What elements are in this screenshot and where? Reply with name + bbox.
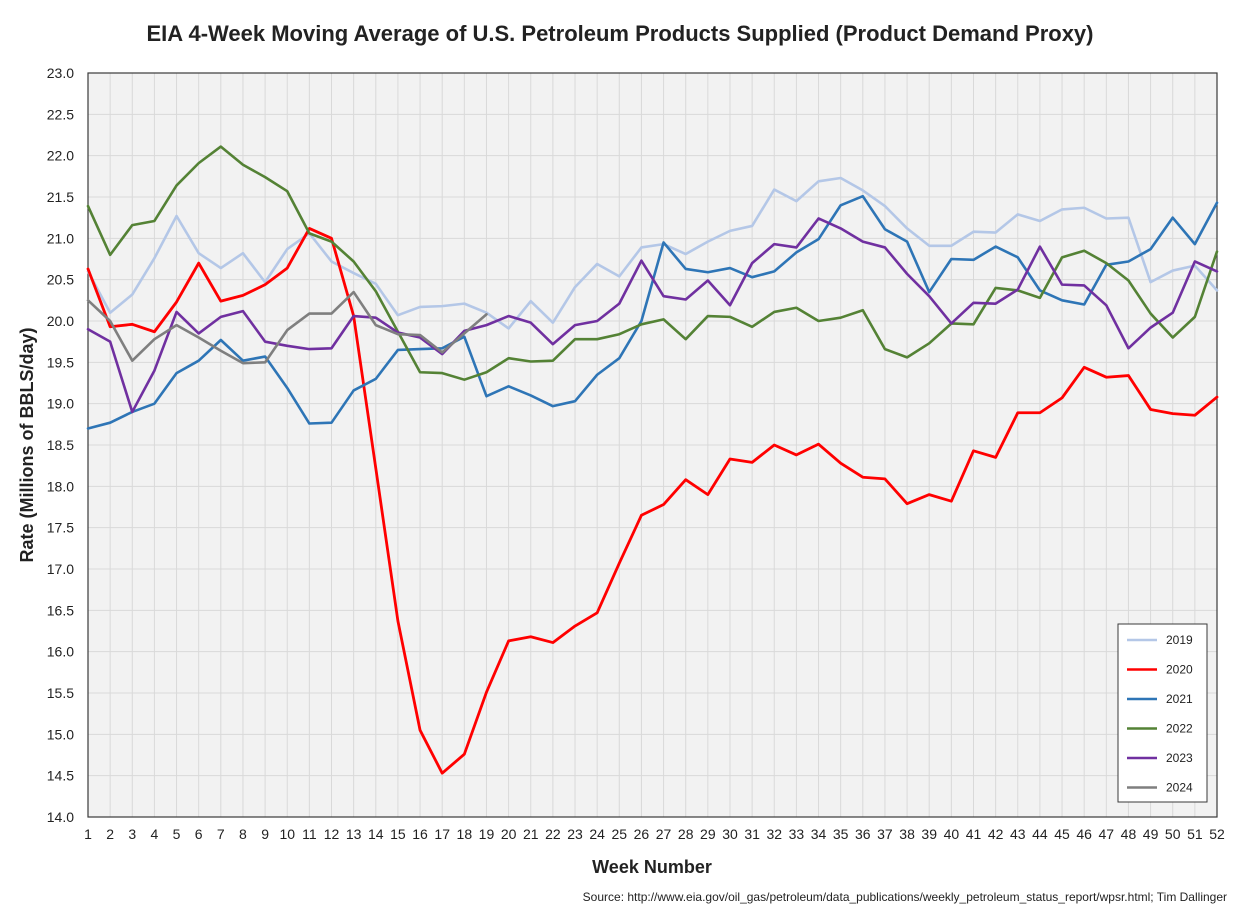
x-tick-label: 36 (855, 826, 871, 842)
series-lines (86, 145, 1219, 775)
legend-label-2021: 2021 (1166, 692, 1193, 706)
y-tick-label: 22.0 (47, 148, 74, 164)
y-tick-label: 18.0 (47, 478, 74, 494)
x-tick-label: 32 (766, 826, 782, 842)
legend-box (1117, 623, 1208, 803)
x-tick-label: 6 (195, 826, 203, 842)
x-tick-label: 9 (261, 826, 269, 842)
x-tick-label: 31 (744, 826, 760, 842)
y-axis-title: Rate (Millions of BBLS/day) (17, 327, 37, 562)
y-tick-label: 22.5 (47, 106, 74, 122)
x-tick-label: 39 (921, 826, 937, 842)
legend-label-2024: 2024 (1166, 781, 1193, 795)
y-tick-label: 16.5 (47, 602, 74, 618)
x-tick-label: 44 (1032, 826, 1048, 842)
x-tick-label: 19 (479, 826, 495, 842)
x-tick-label: 11 (302, 826, 317, 842)
x-tick-label: 20 (501, 826, 517, 842)
x-tick-label: 45 (1054, 826, 1070, 842)
y-tick-label: 19.0 (47, 396, 74, 412)
x-tick-label: 33 (789, 826, 805, 842)
x-tick-label: 13 (346, 826, 362, 842)
x-tick-label: 38 (899, 826, 915, 842)
x-tick-label: 26 (634, 826, 650, 842)
x-axis-title: Week Number (592, 857, 712, 877)
x-tick-label: 35 (833, 826, 849, 842)
series-line-2021 (86, 194, 1219, 430)
x-tick-label: 49 (1143, 826, 1159, 842)
series-line-2020 (86, 227, 1219, 775)
x-tick-label: 4 (151, 826, 159, 842)
y-axis-ticks: 14.0 14.5 15.0 15.5 16.0 16.5 17.0 17.5 18.0 18.5… (47, 65, 74, 825)
chart-title: EIA 4-Week Moving Average of U.S. Petrol… (147, 21, 1094, 46)
x-tick-label: 28 (678, 826, 694, 842)
x-tick-label: 15 (390, 826, 406, 842)
y-tick-label: 16.0 (47, 644, 74, 660)
y-tick-label: 23.0 (47, 65, 74, 81)
y-tick-label: 17.0 (47, 561, 74, 577)
legend-label-2019: 2019 (1166, 633, 1193, 647)
x-tick-label: 18 (457, 826, 473, 842)
x-tick-label: 50 (1165, 826, 1181, 842)
x-tick-label: 48 (1121, 826, 1137, 842)
x-tick-label: 10 (279, 826, 295, 842)
x-tick-label: 47 (1099, 826, 1115, 842)
x-tick-label: 23 (567, 826, 583, 842)
x-tick-label: 27 (656, 826, 672, 842)
x-tick-label: 2 (106, 826, 114, 842)
y-tick-label: 20.5 (47, 272, 74, 288)
x-tick-label: 14 (368, 826, 384, 842)
x-axis-ticks: 1 2 3 4 5 6 7 8 9 10 11 12 13 14 15 16 17 18 19 20 21 22 23 24 2… (84, 826, 1225, 842)
y-tick-label: 21.0 (47, 230, 74, 246)
x-tick-label: 22 (545, 826, 561, 842)
x-tick-label: 37 (877, 826, 893, 842)
x-tick-label: 34 (811, 826, 827, 842)
legend: 2019 2020 2021 2022 2023 2024 (1117, 623, 1208, 803)
x-tick-label: 16 (412, 826, 428, 842)
x-tick-label: 25 (612, 826, 628, 842)
x-tick-label: 12 (324, 826, 340, 842)
x-tick-label: 52 (1209, 826, 1225, 842)
x-tick-label: 40 (944, 826, 960, 842)
y-tick-label: 14.0 (47, 809, 74, 825)
series-line-2019 (86, 176, 1219, 330)
source-note: Source: http://www.eia.gov/oil_gas/petro… (583, 890, 1227, 904)
legend-label-2023: 2023 (1166, 751, 1193, 765)
y-tick-label: 19.5 (47, 354, 74, 370)
y-tick-label: 14.5 (47, 768, 74, 784)
y-tick-label: 15.0 (47, 726, 74, 742)
series-line-2022 (86, 145, 1219, 381)
x-tick-label: 42 (988, 826, 1004, 842)
x-tick-label: 17 (434, 826, 450, 842)
x-tick-label: 29 (700, 826, 716, 842)
x-tick-label: 1 (84, 826, 92, 842)
plot-border (87, 72, 1218, 818)
x-tick-label: 46 (1076, 826, 1092, 842)
y-tick-label: 18.5 (47, 437, 74, 453)
y-tick-label: 21.5 (47, 189, 74, 205)
y-tick-label: 20.0 (47, 313, 74, 329)
x-tick-label: 30 (722, 826, 738, 842)
x-tick-label: 24 (589, 826, 605, 842)
legend-label-2022: 2022 (1166, 722, 1193, 736)
legend-label-2020: 2020 (1166, 663, 1193, 677)
x-tick-label: 51 (1187, 826, 1203, 842)
y-tick-label: 15.5 (47, 685, 74, 701)
x-tick-label: 5 (173, 826, 181, 842)
x-tick-label: 3 (128, 826, 136, 842)
series-line-2023 (86, 217, 1219, 414)
x-tick-label: 43 (1010, 826, 1026, 842)
x-tick-label: 7 (217, 826, 225, 842)
series-line-2024 (86, 290, 488, 365)
x-tick-label: 8 (239, 826, 247, 842)
y-tick-label: 17.5 (47, 520, 74, 536)
x-tick-label: 41 (966, 826, 982, 842)
x-tick-label: 21 (523, 826, 539, 842)
